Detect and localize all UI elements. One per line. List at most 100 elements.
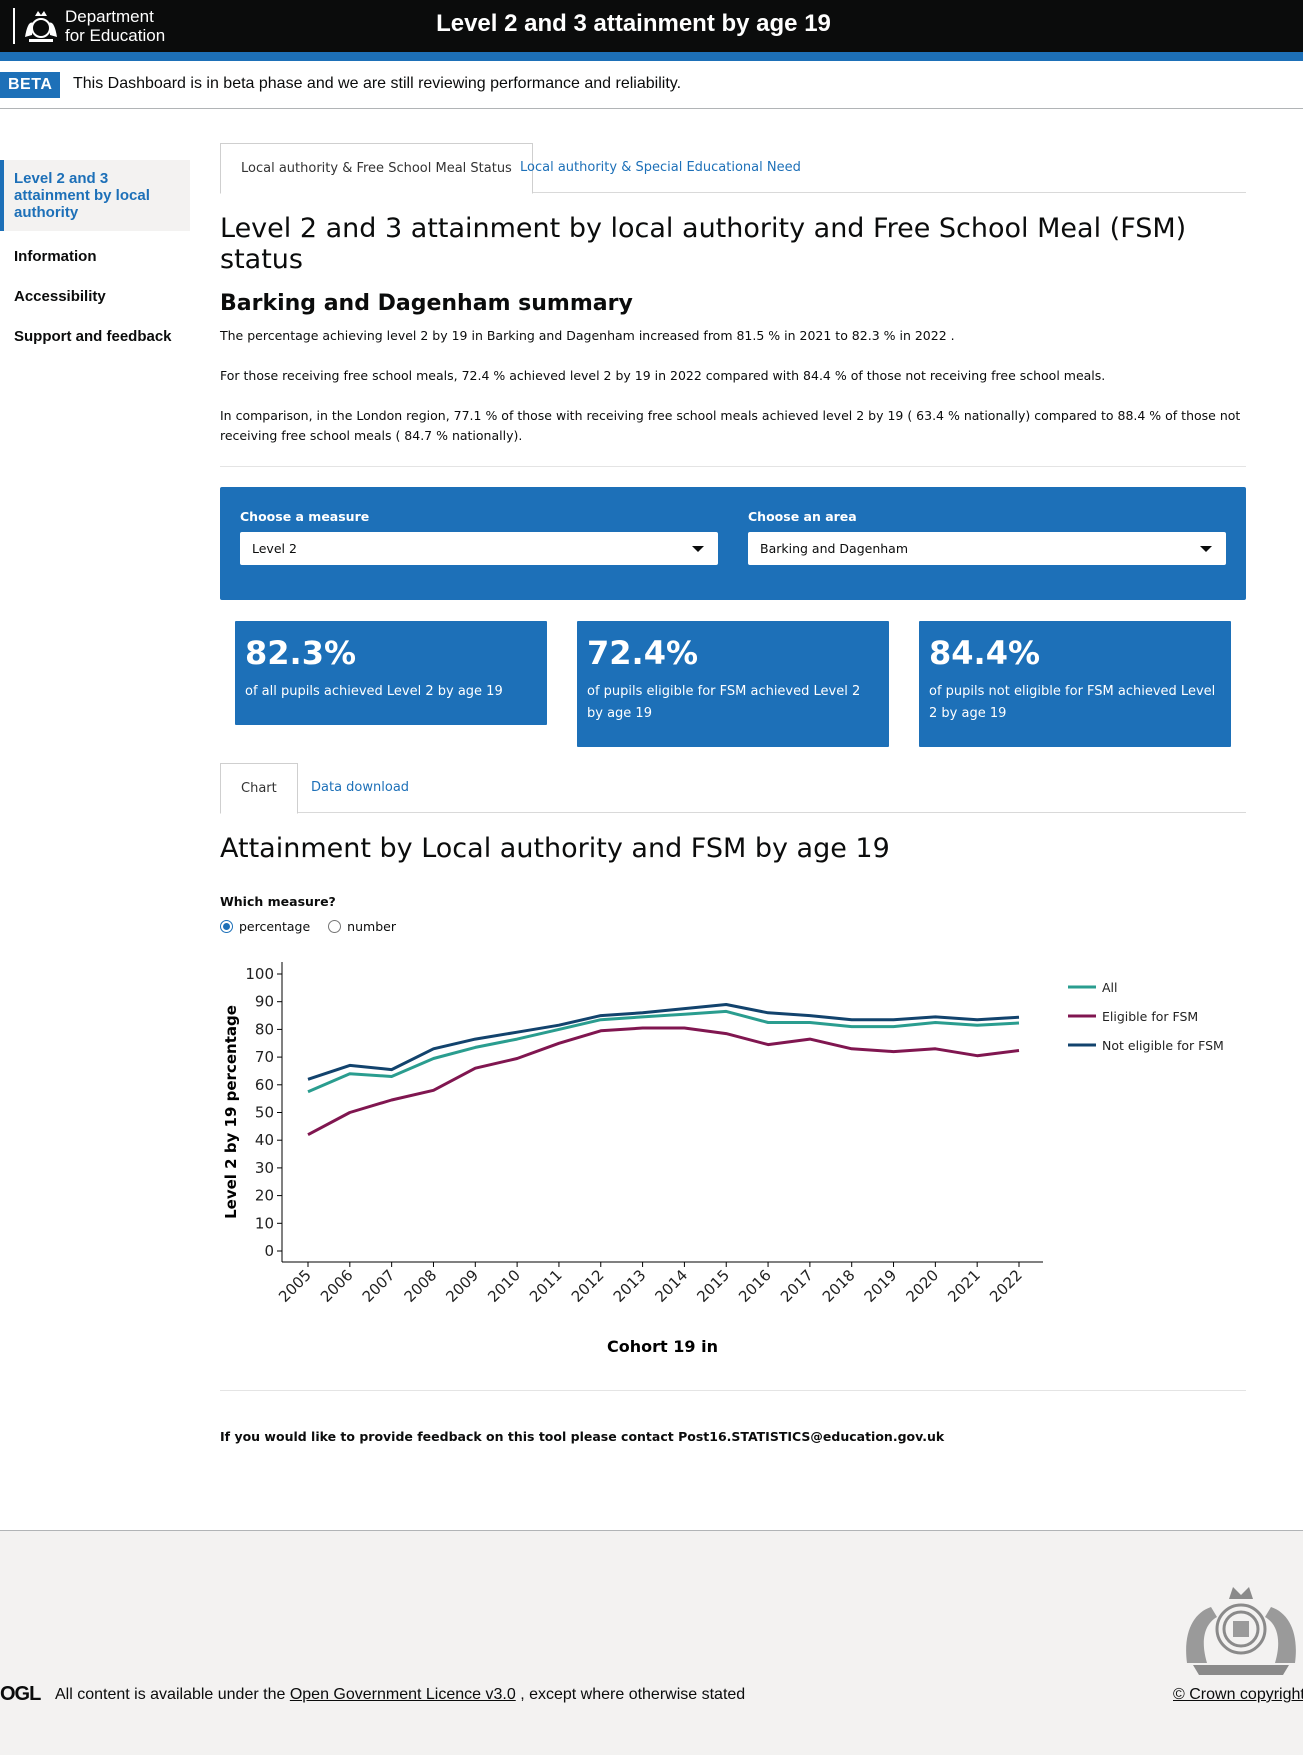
x-tick-label: 2006	[317, 1266, 357, 1306]
measure-select[interactable]: Level 2	[240, 532, 718, 565]
licence-link[interactable]: Open Government Licence v3.0	[289, 1686, 516, 1703]
sidebar-nav: Level 2 and 3 attainment by local author…	[0, 160, 190, 351]
kpi-all-value: 82.3%	[245, 634, 357, 672]
sidebar-item-support[interactable]: Support and feedback	[14, 328, 172, 345]
area-summary-heading: Barking and Dagenham summary	[220, 291, 633, 316]
y-tick-label: 80	[255, 1020, 274, 1038]
x-tick-label: 2009	[442, 1266, 482, 1306]
main-content: Local authority & Free School Meal Statu…	[220, 143, 1246, 1444]
legend-label: All	[1102, 980, 1118, 995]
x-tick-label: 2011	[526, 1266, 566, 1306]
tab-fsm-status[interactable]: Local authority & Free School Meal Statu…	[220, 143, 533, 194]
series-line-all	[307, 1009, 1020, 1094]
dfe-logo[interactable]: Department for Education	[13, 6, 165, 46]
divider	[220, 1390, 1246, 1391]
x-tick-label: 2019	[861, 1266, 901, 1306]
area-select-value: Barking and Dagenham	[760, 541, 908, 556]
area-filter: Choose an area Barking and Dagenham	[748, 509, 1226, 565]
x-tick-label: 2007	[359, 1266, 399, 1306]
royal-coat-of-arms-icon	[1186, 1587, 1296, 1675]
sidebar-item-information[interactable]: Information	[14, 248, 97, 265]
radio-percentage[interactable]: percentage	[220, 919, 310, 934]
royal-crest-icon	[25, 11, 57, 42]
series-line-not-eligible-for-fsm	[307, 1003, 1020, 1081]
legend-label: Eligible for FSM	[1102, 1009, 1198, 1024]
chart-tabs: Chart Data download	[220, 763, 1246, 814]
tab-sen[interactable]: Local authority & Special Educational Ne…	[520, 160, 801, 175]
main-tabs: Local authority & Free School Meal Statu…	[220, 143, 1246, 194]
area-select[interactable]: Barking and Dagenham	[748, 532, 1226, 565]
beta-text: This Dashboard is in beta phase and we a…	[73, 75, 682, 92]
header-blue-bar	[0, 52, 1303, 61]
radio-selected-icon	[220, 920, 233, 933]
licence-pre: All content is available under the	[55, 1686, 286, 1703]
measure-filter: Choose a measure Level 2	[240, 509, 718, 565]
licence-post: , except where otherwise stated	[520, 1686, 746, 1703]
logo-line-2: for Education	[65, 26, 166, 45]
summary-text-2: For those receiving free school meals, 7…	[220, 368, 1106, 383]
feedback-text: If you would like to provide feedback on…	[220, 1429, 945, 1444]
logo-rule	[13, 8, 15, 44]
tab-chart[interactable]: Chart	[220, 763, 298, 814]
x-tick-label: 2020	[902, 1266, 942, 1306]
sidebar-item-accessibility[interactable]: Accessibility	[14, 288, 106, 305]
y-axis-title: Level 2 by 19 percentage	[222, 1005, 240, 1219]
radio-number[interactable]: number	[328, 919, 396, 934]
y-tick-label: 20	[255, 1187, 274, 1205]
x-tick-label: 2013	[610, 1266, 650, 1306]
chart-heading: Attainment by Local authority and FSM by…	[220, 833, 890, 864]
ogl-logo: OGL	[0, 1683, 41, 1705]
summary-text-3: In comparison, in the London region, 77.…	[220, 408, 1241, 443]
radio-number-label: number	[347, 919, 396, 934]
page-title: Level 2 and 3 attainment by local author…	[220, 213, 1187, 275]
x-tick-label: 2016	[735, 1266, 775, 1306]
beta-tag: BETA	[0, 72, 61, 98]
kpi-fsm: 72.4% of pupils eligible for FSM achieve…	[577, 621, 889, 747]
x-axis-title: Cohort 19 in	[607, 1337, 718, 1356]
x-tick-label: 2010	[484, 1266, 524, 1306]
divider	[220, 466, 1246, 467]
kpi-boxes: 82.3% of all pupils achieved Level 2 by …	[220, 621, 1246, 747]
filter-panel: Choose a measure Level 2 Choose an area …	[220, 487, 1246, 600]
measure-radio-group: percentage number	[220, 919, 1246, 934]
x-tick-label: 2012	[568, 1266, 608, 1306]
measure-radio-label: Which measure?	[220, 894, 336, 909]
logo-line-1: Department	[65, 7, 154, 26]
beta-banner: BETA This Dashboard is in beta phase and…	[0, 61, 1303, 109]
y-tick-label: 60	[255, 1076, 274, 1094]
kpi-fsm-text: of pupils eligible for FSM achieved Leve…	[587, 684, 861, 721]
sidebar-item-attainment[interactable]: Level 2 and 3 attainment by local author…	[0, 160, 190, 231]
x-tick-label: 2005	[275, 1266, 315, 1306]
x-tick-label: 2021	[944, 1266, 984, 1306]
chevron-down-icon	[1200, 546, 1212, 552]
series-line-eligible-for-fsm	[307, 1026, 1020, 1137]
site-footer: OGL All content is available under the O…	[0, 1530, 1303, 1755]
service-title: Level 2 and 3 attainment by age 19	[436, 10, 831, 37]
kpi-non-fsm: 84.4% of pupils not eligible for FSM ach…	[919, 621, 1231, 747]
y-tick-label: 0	[264, 1242, 274, 1260]
x-tick-label: 2014	[652, 1266, 692, 1306]
radio-unselected-icon	[328, 920, 342, 933]
licence-text: All content is available under the Open …	[55, 1686, 745, 1704]
x-tick-label: 2008	[401, 1266, 441, 1306]
y-tick-label: 40	[255, 1131, 274, 1149]
y-tick-label: 50	[255, 1104, 274, 1122]
x-tick-label: 2017	[777, 1266, 817, 1306]
measure-select-value: Level 2	[252, 541, 297, 556]
radio-percentage-label: percentage	[239, 919, 311, 934]
y-tick-label: 70	[255, 1048, 274, 1066]
tab-data-download[interactable]: Data download	[311, 780, 410, 795]
summary-text-1: The percentage achieving level 2 by 19 i…	[220, 328, 955, 343]
legend-label: Not eligible for FSM	[1102, 1038, 1224, 1053]
kpi-all-text: of all pupils achieved Level 2 by age 19	[245, 684, 503, 699]
kpi-non-fsm-text: of pupils not eligible for FSM achieved …	[929, 684, 1216, 721]
y-tick-label: 100	[245, 965, 274, 983]
x-tick-label: 2022	[986, 1266, 1026, 1306]
crown-copyright-link[interactable]: © Crown copyright	[1173, 1686, 1303, 1703]
area-label: Choose an area	[748, 509, 857, 524]
x-tick-label: 2015	[693, 1266, 733, 1306]
kpi-all: 82.3% of all pupils achieved Level 2 by …	[235, 621, 547, 725]
site-header: Department for Education Level 2 and 3 a…	[0, 0, 1303, 52]
attainment-chart: 0 10 20 30 40 50 60 70 80 90 100 2005 2006 2007 2008 20…	[220, 962, 1246, 1372]
